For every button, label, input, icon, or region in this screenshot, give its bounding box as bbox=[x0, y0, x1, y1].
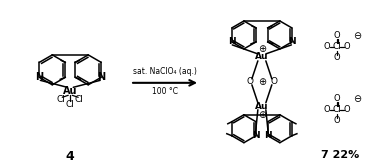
Text: N: N bbox=[228, 37, 236, 46]
Text: ⊕: ⊕ bbox=[258, 110, 266, 120]
Text: 4: 4 bbox=[66, 150, 74, 163]
Text: N: N bbox=[35, 72, 43, 82]
Text: 7 22%: 7 22% bbox=[321, 150, 359, 160]
Text: Cl: Cl bbox=[332, 42, 341, 51]
Text: N: N bbox=[288, 37, 296, 46]
Text: O: O bbox=[323, 42, 330, 51]
Text: Au: Au bbox=[255, 102, 269, 111]
Text: ⊖: ⊖ bbox=[354, 94, 362, 104]
Text: sat. NaClO₄ (aq.): sat. NaClO₄ (aq.) bbox=[133, 67, 197, 76]
Text: O: O bbox=[246, 77, 253, 86]
Text: ⊕: ⊕ bbox=[258, 77, 266, 87]
Text: ⊕: ⊕ bbox=[258, 44, 266, 54]
Text: O: O bbox=[333, 94, 340, 103]
Text: 100 °C: 100 °C bbox=[152, 87, 178, 96]
Text: Cl: Cl bbox=[75, 95, 84, 104]
Text: O: O bbox=[344, 42, 350, 51]
Text: O: O bbox=[333, 53, 340, 62]
Text: O: O bbox=[344, 105, 350, 114]
Text: Cl: Cl bbox=[66, 100, 75, 109]
Text: N: N bbox=[97, 72, 105, 82]
Text: ⊖: ⊖ bbox=[354, 31, 362, 41]
Text: O: O bbox=[333, 116, 340, 125]
Text: N: N bbox=[264, 131, 272, 140]
Text: O: O bbox=[270, 77, 277, 86]
Text: Cl: Cl bbox=[332, 105, 341, 114]
Text: O: O bbox=[323, 105, 330, 114]
Text: Au: Au bbox=[63, 86, 78, 96]
Text: O: O bbox=[333, 31, 340, 40]
Text: N: N bbox=[252, 131, 260, 140]
Text: Au: Au bbox=[255, 52, 269, 61]
Text: Cl: Cl bbox=[57, 95, 66, 104]
